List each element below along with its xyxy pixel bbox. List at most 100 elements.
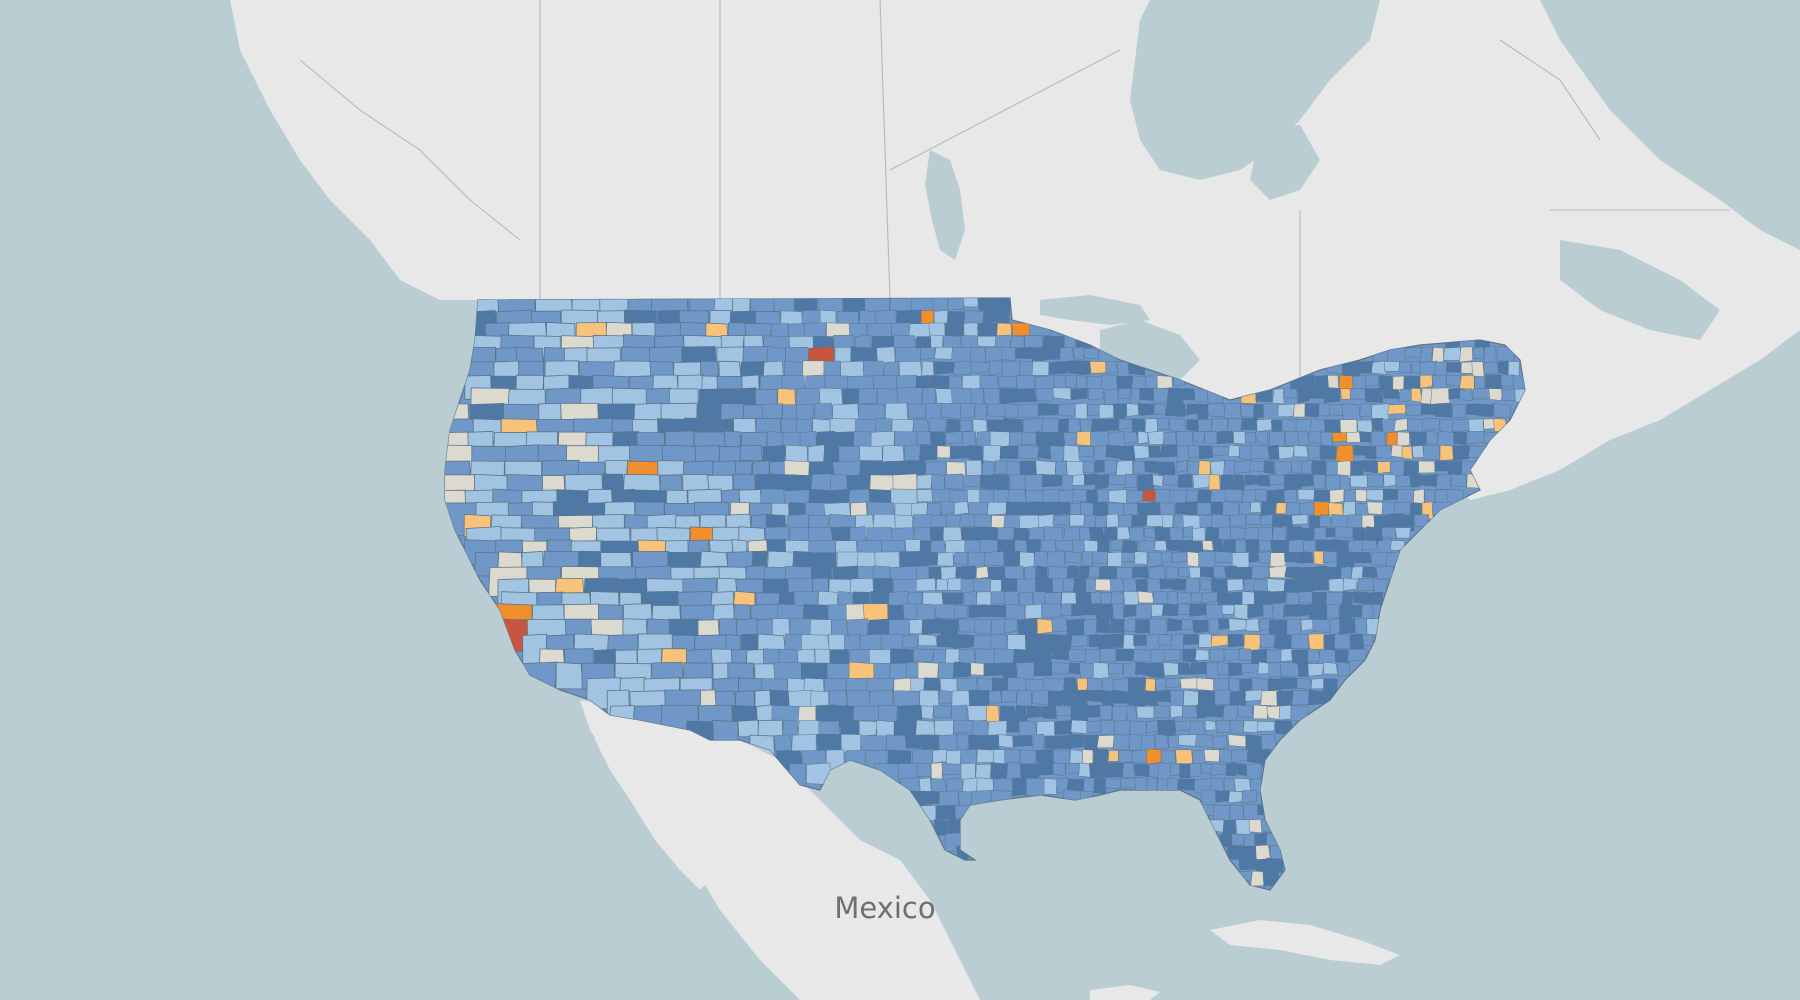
county-region[interactable] (1354, 618, 1368, 637)
county-region[interactable] (988, 690, 1002, 704)
county-region[interactable] (1157, 634, 1173, 646)
county-region[interactable] (1390, 444, 1404, 458)
county-region[interactable] (1190, 662, 1208, 675)
county-region[interactable] (1158, 461, 1176, 477)
county-region[interactable] (1218, 526, 1231, 541)
county-region[interactable] (1382, 389, 1399, 399)
county-region[interactable] (1280, 648, 1293, 662)
county-region[interactable] (1352, 591, 1369, 605)
county-region[interactable] (1035, 431, 1054, 448)
county-region[interactable] (952, 551, 968, 566)
county-region[interactable] (1070, 704, 1089, 723)
county-region[interactable] (1156, 375, 1173, 389)
county-region[interactable] (1259, 618, 1271, 631)
county-region[interactable] (1126, 403, 1139, 417)
county-region[interactable] (735, 618, 759, 638)
county-region[interactable] (1178, 473, 1193, 488)
county-region[interactable] (956, 677, 978, 692)
county-region[interactable] (1297, 388, 1311, 404)
county-region[interactable] (1364, 374, 1380, 387)
county-region[interactable] (1171, 578, 1187, 591)
county-region[interactable] (964, 539, 982, 554)
county-region[interactable] (1256, 721, 1275, 732)
county-region[interactable] (1350, 460, 1364, 477)
county-region[interactable] (1131, 513, 1149, 527)
county-region[interactable] (1123, 618, 1137, 633)
county-region[interactable] (1161, 551, 1173, 563)
county-region[interactable] (977, 322, 998, 337)
county-region[interactable] (1460, 361, 1474, 374)
county-region[interactable] (962, 590, 978, 607)
county-region[interactable] (977, 335, 997, 348)
county-region[interactable] (1434, 361, 1447, 377)
county-region[interactable] (952, 360, 973, 375)
county-region[interactable] (1103, 460, 1118, 476)
county-region[interactable] (917, 661, 939, 680)
county-region[interactable] (1153, 387, 1169, 404)
county-region[interactable] (1166, 540, 1181, 552)
county-region[interactable] (1263, 460, 1275, 475)
county-region[interactable] (1422, 418, 1440, 431)
county-region[interactable] (1054, 460, 1067, 478)
county-region[interactable] (1125, 705, 1138, 723)
county-region[interactable] (954, 604, 968, 619)
county-region[interactable] (1112, 705, 1128, 724)
county-region[interactable] (1103, 388, 1120, 406)
county-region[interactable] (1076, 375, 1088, 390)
county-region[interactable] (1108, 489, 1128, 504)
county-region[interactable] (1088, 634, 1100, 647)
county-region[interactable] (1177, 662, 1192, 675)
county-region[interactable] (1094, 515, 1109, 529)
county-region[interactable] (1017, 403, 1039, 419)
county-region[interactable] (1244, 514, 1262, 525)
county-region[interactable] (1483, 418, 1496, 430)
county-region[interactable] (1288, 539, 1304, 555)
county-region[interactable] (1228, 804, 1244, 822)
county-region[interactable] (1224, 488, 1243, 502)
county-region[interactable] (1025, 489, 1045, 503)
county-region[interactable] (1121, 552, 1137, 563)
county-region[interactable] (1290, 633, 1310, 650)
county-region[interactable] (940, 403, 962, 419)
county-region[interactable] (999, 445, 1019, 459)
county-region[interactable] (1060, 603, 1074, 617)
county-region[interactable] (1156, 418, 1170, 431)
county-region[interactable] (1017, 444, 1041, 459)
county-region[interactable] (916, 474, 933, 489)
county-region[interactable] (1216, 430, 1235, 445)
county-region[interactable] (1169, 762, 1182, 777)
county-region[interactable] (1195, 733, 1215, 748)
county-region[interactable] (1024, 603, 1043, 620)
county-region[interactable] (1153, 404, 1167, 415)
county-region[interactable] (1098, 404, 1114, 419)
county-region[interactable] (1099, 705, 1113, 721)
county-region[interactable] (1033, 551, 1049, 569)
county-region[interactable] (1033, 662, 1053, 676)
county-region[interactable] (1214, 689, 1232, 706)
county-region[interactable] (1113, 403, 1127, 420)
county-region[interactable] (1409, 473, 1422, 488)
county-region[interactable] (1353, 444, 1367, 456)
county-region[interactable] (1194, 388, 1209, 403)
county-region[interactable] (1329, 618, 1342, 637)
county-region[interactable] (1319, 514, 1333, 527)
county-region[interactable] (935, 804, 956, 820)
county-region[interactable] (1108, 750, 1119, 762)
county-region[interactable] (720, 403, 746, 421)
county-region[interactable] (1352, 527, 1366, 543)
county-region[interactable] (1054, 540, 1075, 553)
county-region[interactable] (1044, 735, 1059, 750)
county-region[interactable] (1477, 404, 1495, 417)
county-region[interactable] (555, 661, 584, 690)
county-region[interactable] (959, 419, 973, 433)
county-region[interactable] (1434, 460, 1450, 472)
county-region[interactable] (1422, 444, 1441, 461)
county-region[interactable] (1163, 648, 1182, 662)
county-region[interactable] (959, 514, 975, 528)
county-region[interactable] (1148, 662, 1165, 679)
county-region[interactable] (1371, 403, 1390, 421)
county-region[interactable] (1143, 690, 1160, 706)
county-region[interactable] (838, 445, 861, 464)
county-region[interactable] (960, 402, 976, 419)
county-region[interactable] (997, 526, 1015, 541)
